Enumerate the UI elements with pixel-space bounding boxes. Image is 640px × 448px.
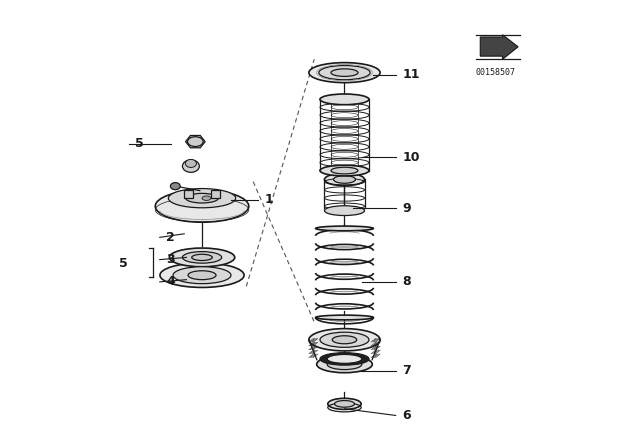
Ellipse shape [170, 183, 180, 190]
Ellipse shape [320, 332, 369, 347]
Ellipse shape [319, 65, 370, 80]
Ellipse shape [335, 401, 355, 407]
Ellipse shape [160, 263, 244, 288]
Ellipse shape [182, 160, 199, 172]
Ellipse shape [188, 271, 216, 280]
Ellipse shape [170, 248, 235, 267]
Ellipse shape [324, 173, 365, 186]
Ellipse shape [186, 194, 218, 203]
Ellipse shape [316, 226, 373, 231]
Text: 5: 5 [135, 138, 144, 151]
Ellipse shape [328, 398, 361, 409]
Text: 00158507: 00158507 [476, 68, 516, 77]
Text: 6: 6 [403, 409, 411, 422]
Ellipse shape [333, 176, 355, 183]
Text: 8: 8 [403, 276, 411, 289]
Bar [184, 190, 193, 198]
Text: 9: 9 [403, 202, 411, 215]
Text: 2: 2 [166, 231, 175, 244]
Ellipse shape [320, 94, 369, 105]
Ellipse shape [182, 252, 221, 263]
Ellipse shape [320, 353, 369, 365]
Text: 3: 3 [166, 253, 175, 266]
Ellipse shape [317, 356, 372, 373]
Ellipse shape [168, 189, 236, 208]
Bar [211, 190, 220, 198]
Ellipse shape [327, 359, 362, 370]
Polygon shape [480, 35, 518, 59]
Text: 10: 10 [403, 151, 420, 164]
Ellipse shape [327, 354, 362, 363]
Ellipse shape [173, 267, 231, 284]
Ellipse shape [186, 159, 196, 168]
Text: 1: 1 [264, 193, 273, 206]
Text: 11: 11 [403, 69, 420, 82]
Text: 7: 7 [403, 364, 411, 377]
Ellipse shape [192, 254, 212, 260]
Ellipse shape [320, 165, 369, 176]
Text: 5: 5 [119, 257, 127, 270]
Polygon shape [186, 135, 205, 148]
Ellipse shape [156, 190, 249, 222]
Ellipse shape [332, 336, 356, 344]
Ellipse shape [331, 167, 358, 174]
Ellipse shape [202, 196, 211, 200]
Text: 4: 4 [166, 276, 175, 289]
Ellipse shape [309, 63, 380, 82]
Ellipse shape [331, 69, 358, 77]
Ellipse shape [324, 206, 365, 215]
Ellipse shape [309, 329, 380, 351]
Ellipse shape [316, 315, 373, 320]
